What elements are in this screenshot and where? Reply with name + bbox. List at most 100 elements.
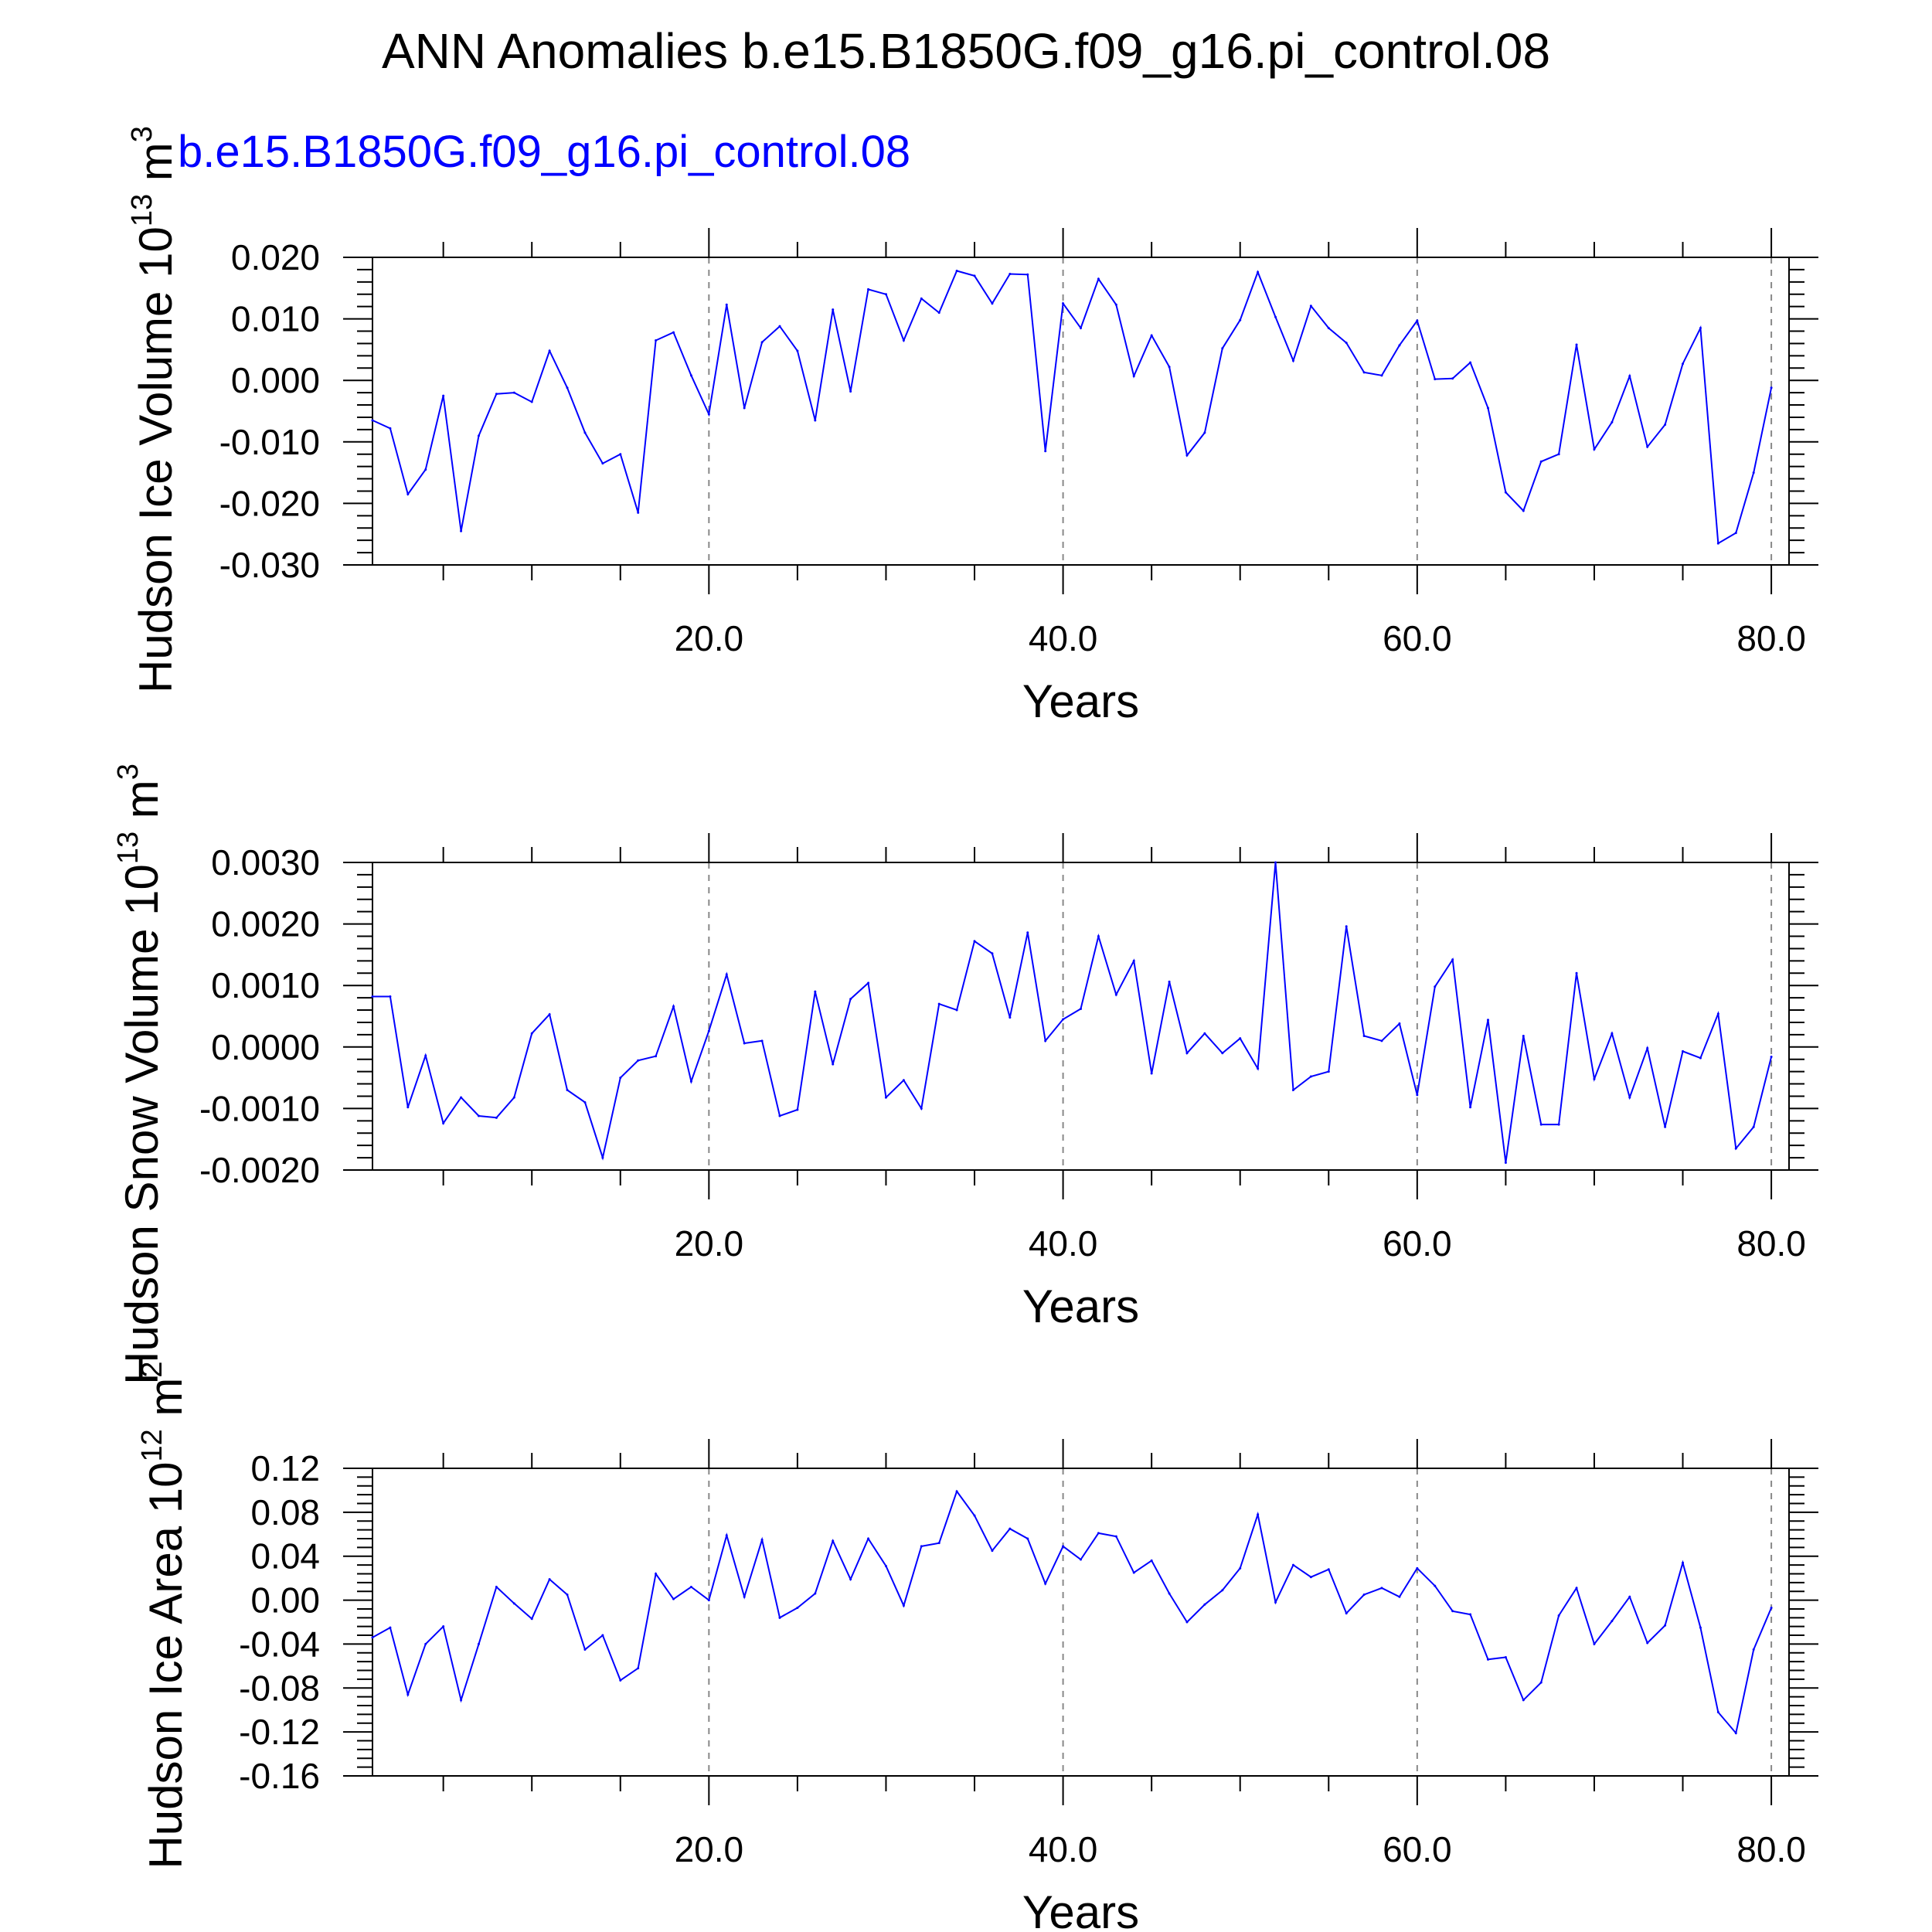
data-point	[1770, 1056, 1773, 1059]
data-point	[867, 287, 870, 291]
data-point	[1539, 460, 1543, 463]
x-tick-label: 60.0	[1383, 1223, 1452, 1264]
data-point	[973, 1514, 976, 1517]
data-point	[1221, 1589, 1224, 1592]
data-point	[1682, 362, 1685, 366]
data-point	[1044, 1582, 1047, 1585]
data-point	[1593, 447, 1596, 451]
data-point	[760, 1039, 764, 1043]
data-point	[1469, 1613, 1472, 1616]
data-point	[1114, 303, 1117, 306]
data-point	[442, 394, 445, 397]
data-point	[460, 529, 463, 532]
data-point	[1575, 343, 1578, 346]
data-point	[1009, 1016, 1012, 1019]
series-line	[372, 270, 1773, 545]
data-point	[1699, 1626, 1702, 1629]
data-point	[796, 1607, 799, 1610]
data-point	[973, 274, 976, 277]
data-point	[1026, 931, 1029, 934]
data-point	[743, 1595, 746, 1598]
data-point	[1486, 1019, 1489, 1022]
data-point	[689, 1080, 692, 1083]
data-point	[1734, 1147, 1737, 1150]
data-point	[1009, 1527, 1012, 1530]
data-point	[1593, 1642, 1596, 1645]
data-point	[1185, 1052, 1189, 1055]
data-point	[867, 981, 870, 985]
data-point	[1504, 1161, 1507, 1164]
data-point	[1185, 454, 1189, 457]
data-point	[832, 1063, 835, 1066]
data-point	[1080, 1007, 1082, 1010]
data-point	[937, 311, 940, 315]
data-point	[389, 995, 392, 998]
y-axis-title: Hudson Ice Area 1012 m2	[136, 1361, 192, 1869]
data-point	[1611, 1620, 1614, 1623]
data-point	[389, 427, 392, 430]
data-point	[1469, 1106, 1472, 1109]
data-point	[955, 1490, 958, 1493]
data-point	[743, 406, 746, 410]
data-point	[1716, 1012, 1719, 1015]
x-axis-title: Years	[1022, 1886, 1139, 1932]
data-point	[1434, 378, 1437, 381]
data-point	[583, 1648, 587, 1651]
data-point	[1486, 406, 1489, 410]
data-point	[849, 998, 852, 1001]
data-point	[371, 1636, 374, 1639]
data-point	[1274, 315, 1277, 318]
y-tick-label: 0.000	[231, 360, 320, 400]
data-point	[1026, 1537, 1029, 1540]
y-tick-label: 0.12	[250, 1448, 320, 1488]
data-point	[1062, 1545, 1065, 1548]
data-point	[1221, 347, 1224, 350]
data-point	[1257, 1067, 1260, 1070]
series-line	[372, 862, 1773, 1163]
data-point	[814, 990, 817, 993]
data-point	[1416, 1566, 1419, 1570]
data-point	[867, 1537, 870, 1540]
data-point	[1291, 1089, 1294, 1092]
data-point	[655, 1055, 658, 1058]
data-point	[991, 302, 994, 305]
data-point	[760, 341, 764, 344]
data-point	[760, 1538, 764, 1541]
data-point	[814, 1592, 817, 1595]
y-tick-label: -0.030	[219, 545, 320, 585]
data-point	[1203, 1032, 1206, 1035]
data-point	[1699, 1056, 1702, 1060]
data-point	[460, 1699, 463, 1702]
x-tick-label: 40.0	[1029, 1223, 1098, 1264]
data-point	[389, 1626, 392, 1629]
data-point	[583, 1100, 587, 1104]
data-point	[1664, 1624, 1667, 1627]
data-point	[1557, 453, 1560, 456]
data-point	[1752, 1125, 1755, 1128]
y-tick-label: 0.04	[250, 1536, 320, 1577]
data-point	[1132, 375, 1135, 378]
y-tick-label: 0.0030	[211, 842, 320, 883]
data-point	[1734, 532, 1737, 535]
data-point	[512, 1096, 515, 1099]
data-point	[1239, 1566, 1242, 1570]
data-point	[672, 1005, 675, 1008]
data-point	[689, 374, 692, 377]
y-tick-label: 0.0020	[211, 904, 320, 944]
x-tick-label: 40.0	[1029, 618, 1098, 658]
data-point	[725, 973, 728, 976]
data-point	[1309, 1075, 1312, 1078]
data-point	[548, 1578, 551, 1581]
data-point	[1203, 1603, 1206, 1606]
data-point	[1274, 1600, 1277, 1604]
y-tick-label: 0.08	[250, 1492, 320, 1532]
data-point	[1451, 1610, 1454, 1613]
data-point	[991, 1549, 994, 1553]
data-point	[1504, 491, 1507, 494]
y-tick-label: -0.04	[239, 1624, 320, 1664]
data-point	[1734, 1732, 1737, 1735]
data-point	[566, 386, 569, 389]
data-point	[442, 1625, 445, 1628]
data-point	[1504, 1655, 1507, 1658]
data-point	[689, 1586, 692, 1589]
